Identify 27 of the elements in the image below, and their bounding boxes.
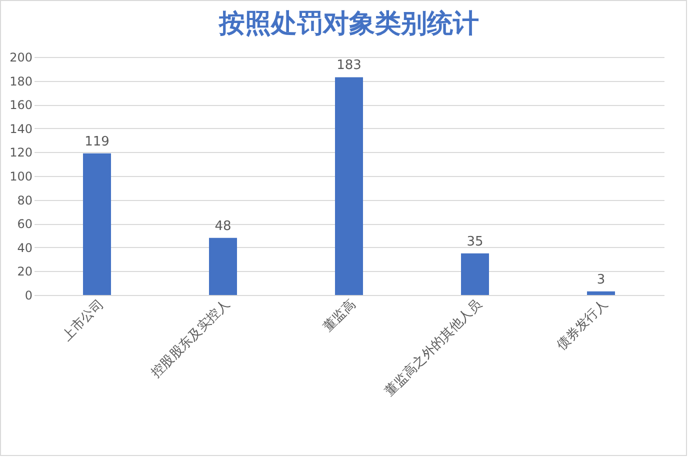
x-tick-label: 董监高 bbox=[320, 296, 359, 335]
y-tick-label: 100 bbox=[10, 170, 32, 184]
data-label: 3 bbox=[596, 272, 606, 288]
y-tick-label: 20 bbox=[17, 264, 32, 279]
data-label: 119 bbox=[84, 134, 110, 150]
y-tick-label: 180 bbox=[10, 74, 32, 88]
y-tick-label: 160 bbox=[10, 98, 32, 112]
y-tick-label: 0 bbox=[24, 288, 32, 302]
data-label: 35 bbox=[466, 234, 484, 250]
chart-title: 按照处罚对象类别统计 bbox=[218, 9, 479, 39]
bar bbox=[209, 238, 237, 295]
x-tick-label: 董监高之外的其他人员 bbox=[382, 296, 485, 400]
x-tick-label: 上市公司 bbox=[60, 296, 107, 344]
y-tick-label: 140 bbox=[10, 122, 32, 136]
bar bbox=[83, 153, 111, 295]
y-tick-label: 80 bbox=[17, 193, 32, 208]
y-tick-label: 60 bbox=[17, 217, 32, 232]
bar bbox=[335, 77, 363, 295]
x-tick-label: 控股股东及实控人 bbox=[148, 296, 233, 381]
y-tick-label: 200 bbox=[10, 50, 32, 64]
data-label: 48 bbox=[214, 218, 232, 234]
data-label: 183 bbox=[336, 58, 362, 74]
bar bbox=[461, 253, 489, 295]
y-tick-label: 40 bbox=[17, 240, 32, 255]
x-tick-label: 债券发行人 bbox=[554, 296, 611, 354]
bar bbox=[587, 291, 615, 295]
y-tick-label: 120 bbox=[10, 146, 32, 160]
